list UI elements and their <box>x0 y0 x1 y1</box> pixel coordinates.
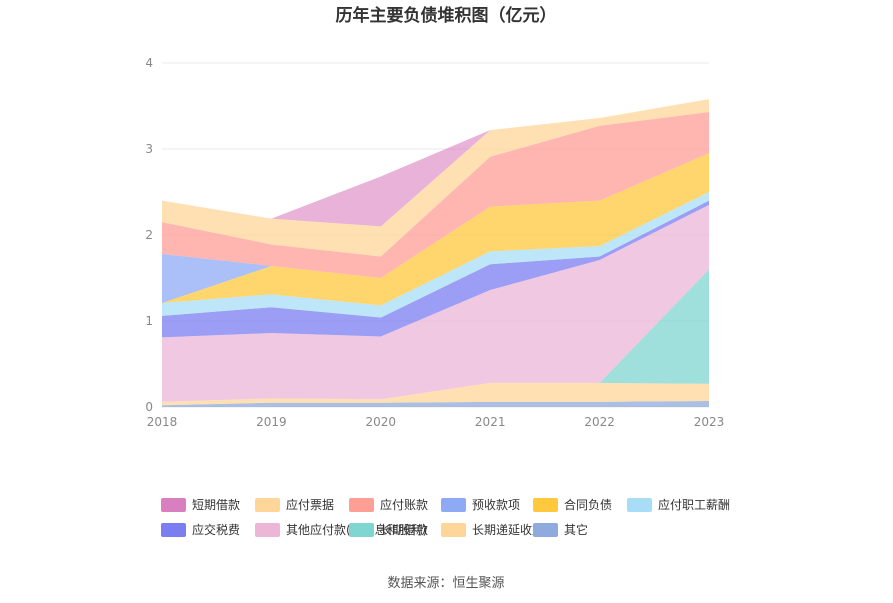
y-tick-label: 1 <box>145 314 153 328</box>
legend-label: 应付账款 <box>380 497 428 512</box>
y-tick-label: 0 <box>145 400 153 414</box>
legend-swatch <box>255 523 280 537</box>
legend-label: 预收款项 <box>472 498 520 512</box>
legend-label: 长期递延收益 <box>472 523 544 537</box>
legend-swatch <box>533 523 558 537</box>
x-tick-label: 2020 <box>366 415 397 429</box>
legend-swatch <box>255 498 280 512</box>
y-axis-ticks: 0 1 2 3 4 <box>145 56 153 414</box>
area-短期借款 <box>271 130 491 227</box>
legend-swatch <box>349 523 374 537</box>
legend-swatch <box>161 523 186 537</box>
legend-swatch <box>441 523 466 537</box>
legend-swatch <box>441 498 466 512</box>
x-tick-label: 2023 <box>694 415 725 429</box>
chart-title: 历年主要负债堆积图（亿元） <box>336 5 557 26</box>
area-应付票据 <box>162 99 709 257</box>
y-tick-label: 2 <box>145 228 153 242</box>
legend-label: 应付票据 <box>286 497 334 512</box>
legend-label: 应交税费 <box>192 522 240 537</box>
legend: 短期借款应付票据应付账款预收款项合同负债应付职工薪酬应交税费其他应付款(含利息和… <box>161 497 730 537</box>
data-source: 数据来源：恒生聚源 <box>387 576 504 591</box>
legend-label: 短期借款 <box>192 498 240 512</box>
area-应付职工薪酬 <box>162 192 709 318</box>
legend-swatch <box>627 498 652 512</box>
legend-label: 合同负债 <box>564 497 612 512</box>
area-其它 <box>162 400 709 407</box>
area-长期递延收益 <box>162 382 709 406</box>
x-axis-ticks: 2018 2019 2020 2021 2022 2023 <box>147 415 725 429</box>
area-series-group <box>162 99 709 407</box>
legend-swatch <box>349 498 374 512</box>
area-应付账款 <box>162 112 709 279</box>
y-tick-label: 4 <box>145 56 153 70</box>
y-tick-label: 3 <box>145 142 153 156</box>
area-合同负债 <box>162 153 709 306</box>
area-应交税费 <box>162 200 709 338</box>
x-tick-label: 2018 <box>147 415 178 429</box>
short-term-loan-overlay-group <box>271 130 491 227</box>
x-tick-label: 2022 <box>584 415 615 429</box>
area-其他应付款(含利息和股利) <box>162 204 709 402</box>
x-tick-label: 2019 <box>256 415 287 429</box>
legend-swatch <box>533 498 558 512</box>
legend-swatch <box>161 498 186 512</box>
legend-label: 长期借款 <box>380 523 428 537</box>
legend-label: 应付职工薪酬 <box>658 497 730 512</box>
legend-label: 其它 <box>564 522 588 537</box>
x-tick-label: 2021 <box>475 415 506 429</box>
